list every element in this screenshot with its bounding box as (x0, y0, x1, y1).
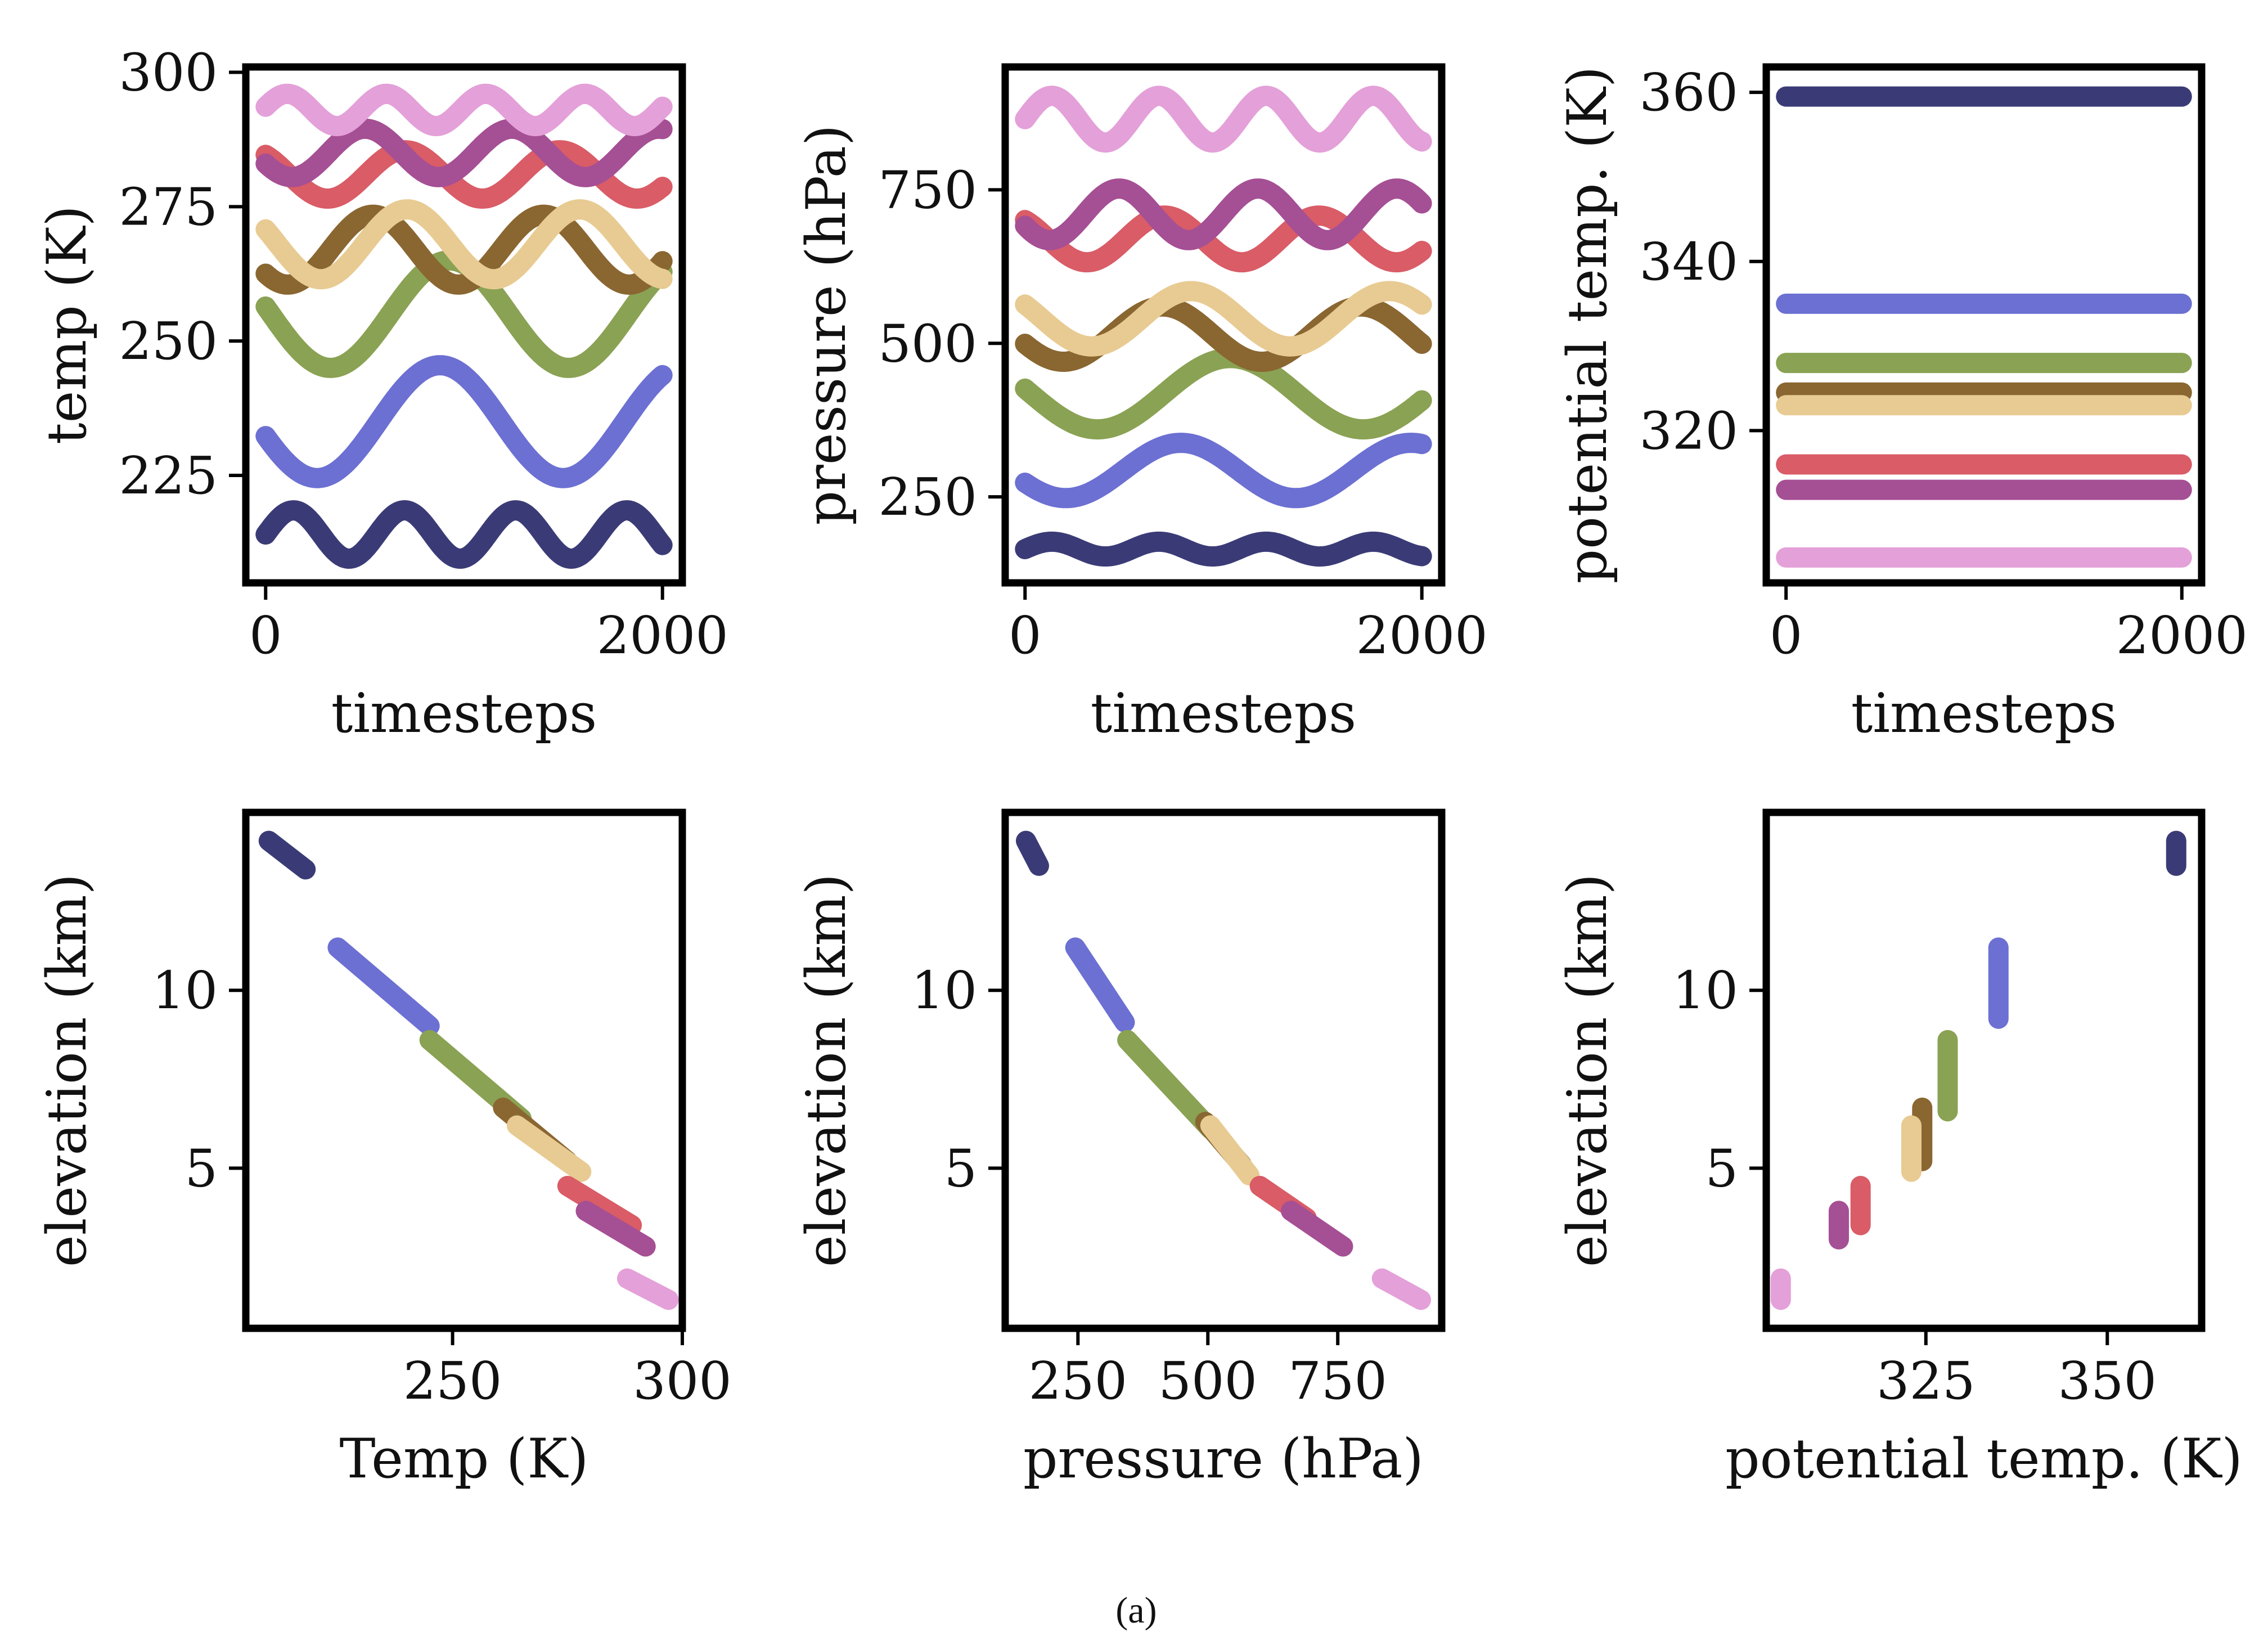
panel1-temp-timeseries-series-2 (255, 355, 673, 488)
panel2-pressure-timeseries-series-7 (1015, 178, 1432, 250)
panel2-pressure-timeseries-plot-area (1015, 86, 1432, 567)
panel4-temp-profile-plot-area (258, 830, 679, 1310)
panel4-temp-profile-series-2 (327, 937, 440, 1036)
panel3-potential-temp-timeseries-xtick-label-1: 2000 (2116, 605, 2248, 666)
panel5-pressure-profile-frame (1001, 808, 1446, 1332)
panel2-pressure-timeseries-xtick-label-0: 0 (1009, 605, 1042, 666)
panel5-pressure-profile: 250 500 750 5 10 pressure (hPa) elevation (km) (795, 808, 1446, 1490)
panel1-temp-timeseries-xtick-label-1: 2000 (597, 605, 728, 666)
panel1-temp-timeseries-ytick-label-1: 250 (119, 311, 218, 371)
panel5-pressure-profile-series-1 (1016, 830, 1049, 876)
panel5-pressure-profile-series-7 (1281, 1201, 1353, 1257)
panel6-potential-temp-profile-xlabel: potential temp. (K) (1725, 1427, 2243, 1490)
panel4-temp-profile-xlabel: Temp (K) (339, 1427, 588, 1490)
panel4-temp-profile-ylabel: elevation (km) (35, 874, 98, 1267)
panel5-pressure-profile-plot-area (1016, 830, 1431, 1310)
panel6-potential-temp-profile-ytick-label-1: 10 (1672, 960, 1738, 1021)
panel2-pressure-timeseries-series-2 (1015, 433, 1432, 509)
panel2-pressure-timeseries-ytick-label-2: 750 (878, 160, 977, 220)
panel2-pressure-timeseries-series-1 (1015, 531, 1432, 567)
panel1-temp-timeseries-series-7 (255, 118, 673, 187)
panel3-potential-temp-timeseries-ytick-label-2: 360 (1639, 62, 1738, 123)
panel3-potential-temp-timeseries: 0 2000 320 340 360 timesteps potential temp. (… (1556, 62, 2248, 745)
panel5-pressure-profile-xtick-label-2: 750 (1288, 1351, 1387, 1411)
panel1-temp-timeseries: 0 2000 225 250 275 300 timesteps temp (K) (35, 43, 728, 745)
panel6-potential-temp-profile-plot-area (1770, 830, 2186, 1310)
panel4-temp-profile-series-6 (557, 1176, 642, 1235)
panel1-temp-timeseries-series-5 (255, 199, 673, 290)
panel1-temp-timeseries-series-1 (255, 500, 673, 569)
panel4-temp-profile-series-5 (506, 1115, 592, 1182)
panel5-pressure-profile-ytick-label-0: 5 (944, 1138, 977, 1198)
panel6-potential-temp-profile-ytick-label-0: 5 (1705, 1138, 1738, 1198)
panel6-potential-temp-profile: 325 350 5 10 potential temp. (K) elevation (k… (1556, 808, 2243, 1490)
panel2-pressure-timeseries: 0 2000 250 500 750 timesteps pressure (hPa) (795, 63, 1488, 745)
panel1-temp-timeseries-frame (242, 63, 686, 587)
panel2-pressure-timeseries-ylabel: pressure (hPa) (795, 125, 858, 525)
panel1-temp-timeseries-series-4 (255, 204, 673, 295)
panel5-pressure-profile-ytick-label-1: 10 (911, 960, 977, 1021)
panel4-temp-profile-frame (242, 808, 686, 1332)
panel5-pressure-profile-series-8 (1371, 1268, 1431, 1310)
panel1-temp-timeseries-xtick-label-0: 0 (249, 605, 282, 666)
panel2-pressure-timeseries-xtick-label-1: 2000 (1356, 605, 1488, 666)
panel1-temp-timeseries-ytick-label-0: 225 (119, 446, 218, 506)
panel6-potential-temp-profile-ylabel: elevation (km) (1556, 874, 1619, 1267)
panel4-temp-profile-ytick-label-0: 5 (184, 1138, 218, 1198)
panel5-pressure-profile-xtick-label-0: 250 (1029, 1351, 1128, 1411)
panel1-temp-timeseries-series-8 (255, 83, 673, 137)
panel3-potential-temp-timeseries-ytick-label-0: 320 (1639, 401, 1738, 461)
panel5-pressure-profile-series-2 (1065, 937, 1135, 1033)
panel3-potential-temp-timeseries-ylabel: potential temp. (K) (1556, 66, 1619, 584)
panel2-pressure-timeseries-series-5 (1015, 281, 1432, 357)
panel4-temp-profile-series-8 (617, 1268, 679, 1310)
panel3-potential-temp-timeseries-plot-area (1776, 86, 2192, 568)
panel1-temp-timeseries-plot-area (255, 83, 673, 569)
panel2-pressure-timeseries-series-6 (1015, 205, 1432, 273)
panel5-pressure-profile-series-5 (1200, 1115, 1260, 1186)
panel4-temp-profile-xtick-label-0: 250 (403, 1351, 502, 1411)
panel1-temp-timeseries-ytick-label-2: 275 (119, 177, 218, 237)
panel4-temp-profile-ytick-label-1: 10 (152, 960, 218, 1021)
panel6-potential-temp-profile-xtick-label-1: 350 (2058, 1351, 2157, 1411)
panel2-pressure-timeseries-ytick-label-1: 500 (878, 313, 977, 374)
panel2-pressure-timeseries-ytick-label-0: 250 (878, 467, 977, 527)
panel4-temp-profile-series-7 (575, 1201, 656, 1257)
panel3-potential-temp-timeseries-ytick-label-1: 340 (1639, 232, 1738, 292)
panel4-temp-profile: 250 300 5 10 Temp (K) elevation (km) (35, 808, 732, 1490)
panel2-pressure-timeseries-series-3 (1015, 348, 1432, 440)
panel5-pressure-profile-xtick-label-1: 500 (1158, 1351, 1257, 1411)
panel3-potential-temp-timeseries-xlabel: timesteps (1851, 682, 2117, 745)
panel5-pressure-profile-ylabel: elevation (km) (795, 874, 858, 1267)
panel1-temp-timeseries-xlabel: timesteps (331, 682, 597, 745)
panel2-pressure-timeseries-series-8 (1015, 86, 1432, 153)
panel4-temp-profile-xtick-label-1: 300 (633, 1351, 732, 1411)
panel5-pressure-profile-xlabel: pressure (hPa) (1023, 1427, 1424, 1490)
panel1-temp-timeseries-ytick-label-3: 300 (119, 43, 218, 103)
panel1-temp-timeseries-ylabel: temp (K) (35, 205, 98, 444)
panel2-pressure-timeseries-xlabel: timesteps (1091, 682, 1357, 745)
panel2-pressure-timeseries-frame (1001, 63, 1446, 587)
panel6-potential-temp-profile-frame (1762, 808, 2206, 1332)
panel3-potential-temp-timeseries-frame (1762, 63, 2206, 587)
panel4-temp-profile-series-1 (258, 830, 316, 880)
panel6-potential-temp-profile-xtick-label-0: 325 (1876, 1351, 1976, 1411)
figure-caption: (a) (1115, 1590, 1156, 1631)
panel3-potential-temp-timeseries-xtick-label-0: 0 (1770, 605, 1803, 666)
panel5-pressure-profile-series-3 (1117, 1030, 1221, 1139)
